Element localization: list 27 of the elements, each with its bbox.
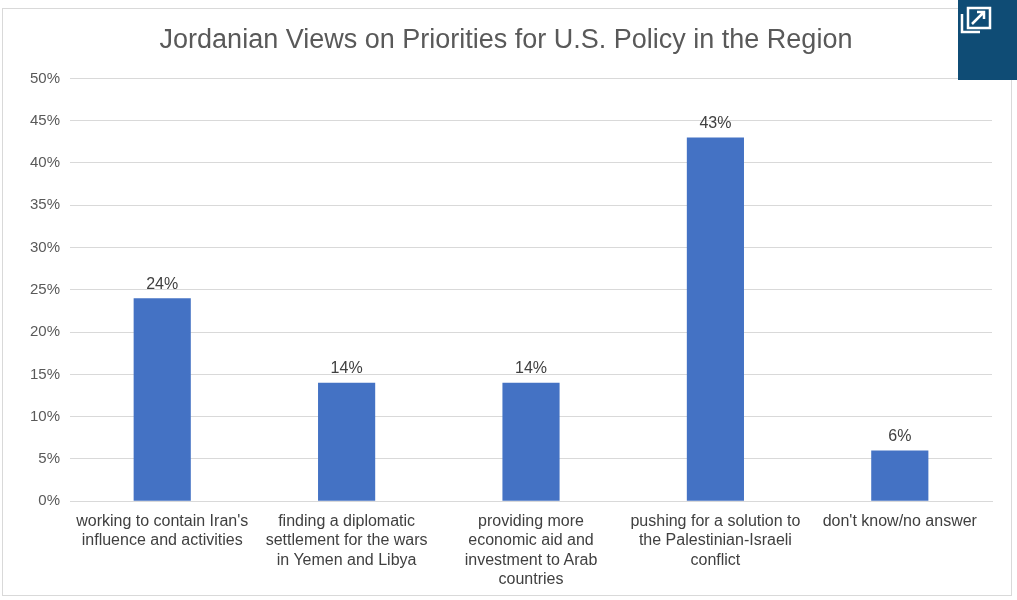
data-label: 43% [699,114,732,131]
y-tick-label: 15% [29,364,61,382]
y-tick-label: 0% [38,491,61,509]
y-tick-label: 40% [29,153,61,171]
y-tick-label: 10% [29,406,61,424]
x-tick-label: providing more economic aid and investment to Arab countries [464,512,598,587]
y-tick-label: 25% [29,279,61,297]
x-tick-label: don't know/no answer [822,512,978,530]
data-label: 14% [330,359,363,377]
x-tick-label: finding a diplomatic settlement for the wars in Yemen and Libya [265,512,428,568]
chart-title: Jordanian Views on Priorities for U.S. Policy in the Region [159,23,853,54]
bar [686,137,744,501]
bar [871,450,929,501]
bar [133,298,191,501]
bar [502,382,560,501]
x-tick-label: pushing for a solution to the Palestinian-Israeli conflict [630,512,801,568]
data-label: 14% [515,359,548,377]
data-label: 24% [146,274,179,292]
y-tick-label: 50% [29,68,61,86]
x-tick-label: working to contain Iran's influence and activities [75,512,249,549]
y-tick-label: 30% [29,237,61,255]
y-tick-label: 20% [29,322,61,340]
y-tick-label: 35% [29,195,61,213]
y-tick-label: 5% [38,449,61,467]
y-tick-label: 45% [29,110,61,128]
bar [318,382,376,501]
data-label: 6% [888,426,912,444]
